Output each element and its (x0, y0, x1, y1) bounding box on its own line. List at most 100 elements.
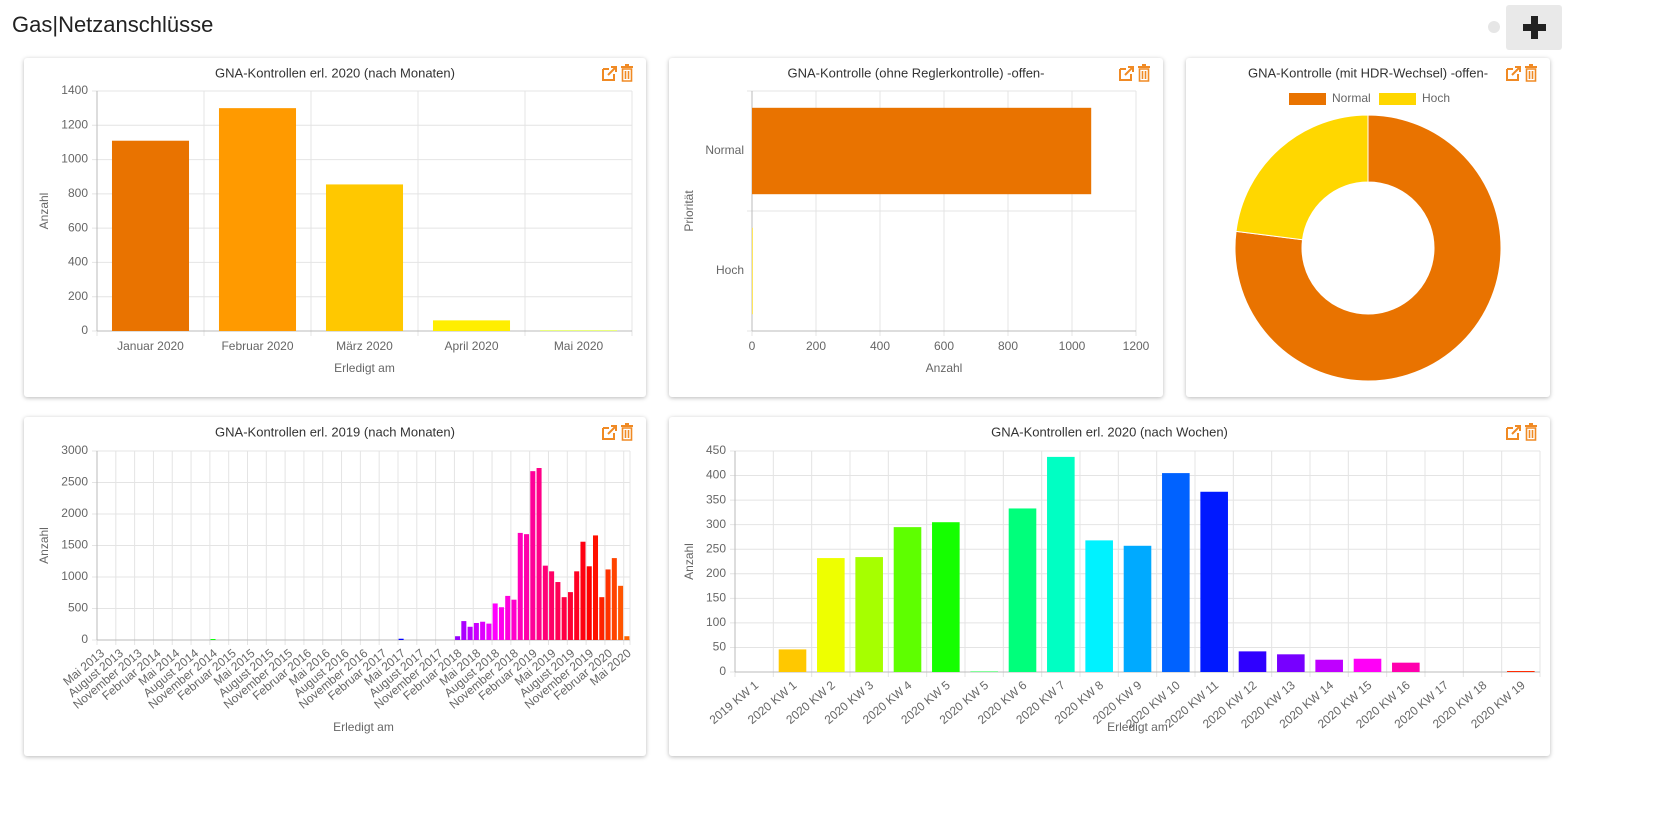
edit-icon[interactable] (602, 425, 617, 440)
bar (1277, 654, 1305, 672)
edit-icon[interactable] (602, 66, 617, 81)
bar (432, 320, 511, 331)
y-axis-label: Anzahl (37, 527, 51, 564)
chart-title: GNA-Kontrolle (mit HDR-Wechsel) -offen- (1248, 65, 1488, 80)
y-tick-label: 3000 (61, 443, 88, 457)
y-tick-label: 2500 (61, 475, 88, 489)
delete-icon[interactable] (1525, 64, 1537, 82)
edit-glyph (602, 427, 615, 440)
x-tick-label: 200 (806, 339, 826, 353)
delete-icon[interactable] (1138, 64, 1150, 82)
bar (561, 597, 567, 640)
edit-icon[interactable] (1119, 66, 1134, 81)
bar (893, 527, 922, 672)
edit-glyph (1506, 68, 1519, 81)
bar (398, 638, 404, 640)
y-tick-label: 450 (706, 443, 726, 457)
x-tick-label: März 2020 (336, 339, 393, 353)
legend-label: Hoch (1422, 91, 1450, 105)
doughnut-slice (1234, 114, 1502, 382)
trash-lid (1525, 425, 1537, 427)
chart: GNA-Kontrollen erl. 2020 (nach Monaten) 0… (37, 64, 633, 375)
x-tick-label: Februar 2020 (221, 339, 293, 353)
chart-title: GNA-Kontrollen erl. 2019 (nach Monaten) (215, 424, 455, 439)
edit-icon[interactable] (1506, 66, 1521, 81)
y-tick-label: Normal (705, 143, 744, 157)
x-tick-label: April 2020 (444, 339, 498, 353)
chart: GNA-Kontrolle (mit HDR-Wechsel) -offen- N… (1234, 64, 1537, 382)
bar (524, 534, 530, 640)
y-tick-label: 400 (706, 468, 726, 482)
bar (605, 569, 611, 640)
y-tick-label: 1400 (61, 83, 88, 97)
y-tick-label: 350 (706, 492, 726, 506)
bar (530, 471, 536, 640)
bar (586, 566, 592, 640)
x-tick-label: 0 (749, 339, 756, 353)
bar (567, 592, 573, 640)
bar (574, 571, 580, 640)
x-axis-label: Erledigt am (333, 720, 394, 734)
x-tick-label: 400 (870, 339, 890, 353)
chart-card: GNA-Kontrollen erl. 2020 (nach Monaten) 0… (24, 58, 646, 397)
bar (1162, 473, 1190, 672)
bar (599, 597, 605, 640)
bar (932, 522, 960, 672)
bar (1123, 545, 1152, 672)
y-tick-label: 1000 (61, 152, 88, 166)
bar (505, 595, 511, 640)
bar (1200, 491, 1228, 672)
trash-handle (1142, 64, 1146, 66)
bar (1238, 651, 1267, 672)
trash-handle (1529, 64, 1533, 66)
bar (855, 557, 883, 672)
trash-handle (1529, 423, 1533, 425)
y-tick-label: 300 (706, 517, 726, 531)
edit-arrow (607, 425, 617, 435)
trash-handle (625, 64, 629, 66)
bar (517, 532, 523, 640)
y-tick-label: 800 (68, 186, 88, 200)
y-tick-label: 0 (81, 632, 88, 646)
add-button[interactable] (1506, 5, 1562, 50)
y-tick-label: 0 (719, 664, 726, 678)
edit-icon[interactable] (1506, 425, 1521, 440)
y-tick-label: 600 (68, 220, 88, 234)
bar (210, 639, 216, 640)
chart-card: GNA-Kontrolle (ohne Reglerkontrolle) -of… (669, 58, 1163, 397)
bar (1047, 456, 1075, 672)
doughnut-slice (1235, 114, 1369, 241)
edit-glyph (1119, 68, 1132, 81)
delete-icon[interactable] (621, 423, 633, 441)
bar (1507, 671, 1535, 672)
bar (1315, 659, 1343, 672)
add-icon (1523, 16, 1546, 39)
chart-card: GNA-Kontrollen erl. 2019 (nach Monaten) 0… (24, 417, 646, 756)
trash-lid (1525, 66, 1537, 68)
bar (455, 636, 461, 640)
trash-body (1138, 68, 1150, 82)
edit-glyph (602, 68, 615, 81)
delete-icon[interactable] (621, 64, 633, 82)
y-tick-label: 50 (713, 640, 727, 654)
bar (555, 582, 561, 640)
y-tick-label: 500 (68, 601, 88, 615)
edit-arrow (1511, 425, 1521, 435)
delete-icon[interactable] (1525, 423, 1537, 441)
bar (817, 558, 845, 672)
y-tick-label: 0 (81, 323, 88, 337)
y-axis-label: Anzahl (37, 193, 51, 230)
trash-handle (625, 423, 629, 425)
chart-title: GNA-Kontrolle (ohne Reglerkontrolle) -of… (788, 65, 1045, 80)
bar (778, 649, 807, 672)
bar (593, 535, 599, 640)
chart: GNA-Kontrollen erl. 2020 (nach Wochen) 0 5… (682, 423, 1541, 734)
bar (536, 468, 542, 640)
y-tick-label: 200 (68, 289, 88, 303)
x-axis-label: Erledigt am (1107, 720, 1168, 734)
chart-title: GNA-Kontrollen erl. 2020 (nach Monaten) (215, 65, 455, 80)
chart: GNA-Kontrolle (ohne Reglerkontrolle) -of… (682, 64, 1150, 375)
x-tick-label: 1200 (1123, 339, 1150, 353)
bar (218, 108, 297, 331)
bar (498, 607, 504, 640)
